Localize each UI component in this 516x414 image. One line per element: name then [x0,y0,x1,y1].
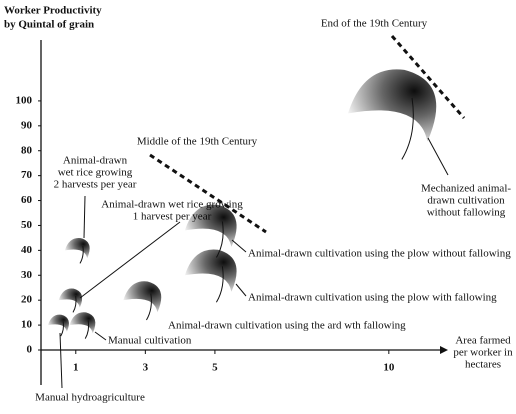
y-tick-label: 100 [16,94,33,106]
leader-line [79,221,181,299]
x-tick-label: 10 [383,362,395,374]
annotation: Middle of the 19th Century [137,136,258,148]
y-tick-label: 20 [21,294,33,306]
y-tick-label: 30 [21,269,33,281]
point-label: Animal-drawn cultivation using the plow … [248,248,511,260]
x-axis-label: hectares [465,359,501,371]
blob [348,69,437,142]
point-label: Animal-drawn [63,155,128,167]
point-label: Manual hydroagriculture [35,392,145,404]
era-line [390,35,466,119]
blob-tail [401,97,414,160]
blob-tail [72,296,77,313]
blob-tail [60,321,64,337]
point-label: Manual cultivation [108,335,192,347]
blob [69,312,96,334]
y-tick-label: 40 [21,244,33,256]
y-axis-label: Worker Productivity [4,5,102,17]
y-tick-label: 50 [21,219,33,231]
y-tick-label: 0 [27,344,33,356]
leader-line [59,332,63,389]
point-label: without fallowing [427,207,506,219]
x-tick-label: 1 [73,362,79,374]
blob [123,281,162,313]
point-label: Animal-drawn cultivation using the plow … [248,292,497,304]
point-label: Animal-drawn cultivation using the ard w… [168,320,406,332]
point-label: wet rice growing [58,167,133,179]
blob [47,314,69,332]
x-tick-label: 3 [143,362,149,374]
leader-line [427,137,449,176]
point-label: 2 harvests per year [54,179,137,191]
x-axis-arrow [440,346,448,354]
leader-line [94,331,107,341]
blob [184,249,237,292]
blob [184,204,237,247]
y-tick-label: 70 [21,169,33,181]
x-tick-label: 5 [212,362,218,374]
y-tick-label: 10 [21,319,33,331]
point-label: drawn cultivation [427,195,505,207]
x-axis-label: per worker in [453,347,513,359]
blob-tail [79,245,84,264]
y-axis-label: by Quintal of grain [4,19,94,31]
blob-tail [215,221,224,258]
blob-tail [84,320,90,339]
blob-tail [215,266,224,303]
blob-tail [146,293,152,321]
point-label: Mechanized animal- [421,183,511,195]
blob [58,288,83,308]
leader-line [235,283,247,297]
y-tick-label: 80 [21,144,33,156]
blob [64,237,90,259]
leader-line [83,195,86,239]
annotation: End of the 19th Century [321,18,428,30]
y-tick-label: 60 [21,194,33,206]
leader-line [231,239,247,253]
y-tick-label: 90 [21,119,33,131]
x-axis-label: Area farmed [455,335,511,347]
